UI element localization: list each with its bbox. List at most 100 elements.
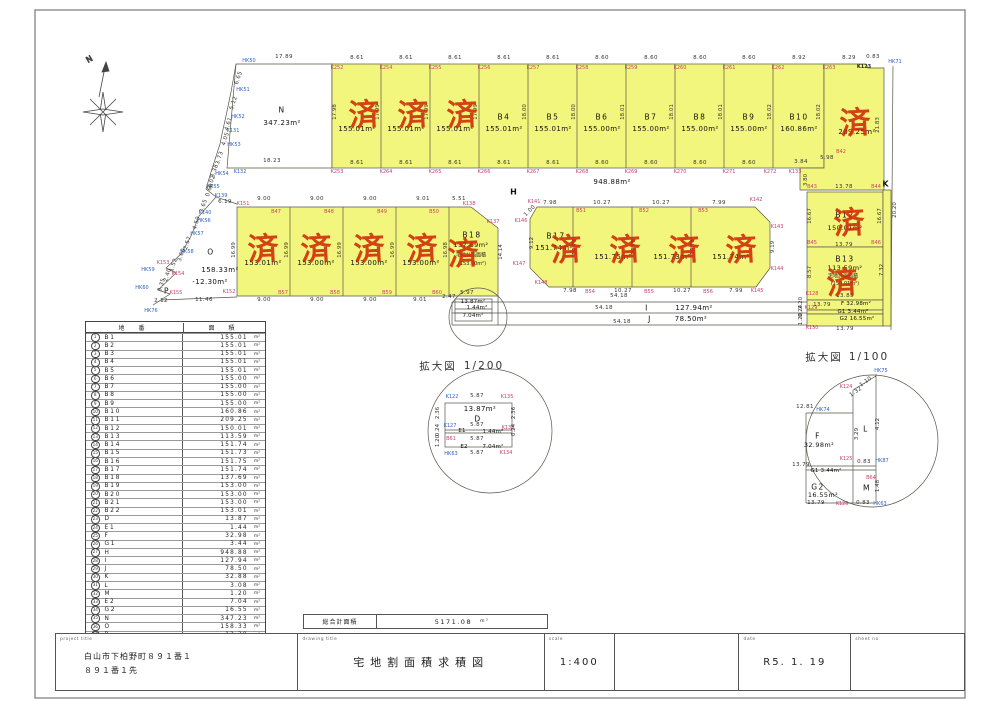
point-label-red: K154 [171,271,185,277]
dim-label: 9.00 [257,196,271,202]
table-row: 20 B20 153.00 m² [86,490,265,499]
table-row: 22 B22 153.01 m² [86,506,265,516]
lot-area: 151.73m² [653,253,691,261]
point-label-blue: HK57 [190,231,204,237]
point-label-red: K262 [771,65,785,71]
lot-number: B16 [104,458,122,465]
row-number-circle: 26 [91,540,100,549]
lot-name: B13 [835,254,855,264]
dim-label: 9.00 [363,297,377,303]
area-tiny: E1 [458,428,466,434]
dim-label-vertical: 16.99 [231,242,237,258]
note-text: (150.01m²) [830,281,860,287]
area-unit: m² [253,550,260,556]
point-label-blue: HK53 [227,142,241,148]
date-label: date [743,637,756,642]
dim-label-vertical: 16.99 [390,242,396,258]
total-area-label: 総合計面積 [304,615,377,628]
point-label-red: K133 [788,169,802,175]
dim-label: 7.99 [729,288,743,294]
row-number-circle: 5 [91,366,100,375]
area-unit: m² [253,450,260,456]
dim-label: 5.87 [470,436,484,442]
row-number-circle: 33 [91,597,100,607]
area-unit: m² [253,599,260,605]
area-unit: m² [253,351,260,357]
project-line1: 白山市下柏野町８９１番１ [84,652,192,661]
table-row: 27 H 948.88 m² [86,547,265,557]
dim-label: 18.23 [263,158,281,164]
point-label-red: K257 [526,65,540,71]
point-label-blue: HK63 [444,451,458,457]
table-row: 10 B10 160.86 m² [86,407,265,417]
row-number-circle: 35 [91,614,100,623]
dim-label: 9.01 [416,196,430,202]
row-number-circle: 6 [91,374,100,384]
table-row: 30 K 32.88 m² [86,572,265,582]
lots-b17-b14 [529,206,771,288]
dim-label: 9.00 [310,297,324,303]
area-unit: m² [253,376,260,382]
scale-label: scale [548,637,564,642]
dim-label: 12.81 [796,404,814,410]
lot-area: 151.75m² [594,253,632,261]
point-label-red: K153 [156,260,170,266]
table-row: 7 B7 155.00 m² [86,382,265,392]
point-label-red: K126 [835,501,849,507]
lot-area-small: 32.98m² [803,441,835,449]
dim-label: 5.87 [470,450,484,456]
lot-name: P [163,286,171,296]
dim-label: 10.27 [652,200,670,206]
row-number-circle: 3 [91,349,100,359]
lot-area: 13.87m² [463,405,497,413]
table-row: 17 B17 151.74 m² [86,465,265,475]
dim-label-vertical: 18.00 [571,104,577,120]
point-label-red: B58 [330,290,340,296]
lots-b1-b10 [331,63,825,169]
row-number-circle: 21 [91,498,100,508]
row-number-circle: 8 [91,391,100,400]
lot-area-value: 153.00 [220,499,248,506]
dim-label: 13.79 [835,242,853,248]
area-unit: m² [253,616,260,622]
stamp-seal: 済 [347,96,381,135]
dim-label-vertical: 16.67 [877,208,883,224]
dim-label-vertical: 18.01 [669,104,675,120]
row-number-circle: 10 [91,407,100,417]
dim-label-vertical: 18.02 [816,104,822,120]
row-number-circle: 13 [91,432,100,442]
lot-area: 153.00m² [350,259,388,267]
dim-label-vertical: 9.19 [770,240,776,254]
dim-label: 5.97 [460,290,474,296]
note-text: 宅地計画面積 [455,252,487,259]
project-title-label: project title [60,637,93,642]
dim-label-vertical: 8.57 [807,265,813,279]
row-number-circle: 29 [91,564,100,574]
point-label-red: B55 [644,289,654,295]
dim-label: 5.51 [452,196,466,202]
table-header-area: 面 積 [208,324,241,332]
point-label-red: B56 [703,289,713,295]
point-label-red: B45 [807,240,817,246]
lot-number: B5 [104,367,116,374]
lot-area-value: 160.86 [220,409,248,416]
point-label-red: K259 [624,65,638,71]
lot-number: B10 [104,409,122,416]
row-number-circle: 25 [91,531,100,541]
area-unit: m² [253,426,260,432]
table-row: 26 G1 3.44 m² [86,539,265,549]
point-label-red: K138 [462,201,476,207]
lot-number: J [104,566,109,573]
point-label-red: K263 [822,65,836,71]
point-label-red: K253 [330,169,344,175]
table-row: 24 E1 1.44 m² [86,523,265,532]
lot-name: B18 [462,230,482,240]
point-label-red: B47 [271,209,281,215]
lot-area: 347.23m² [263,119,301,127]
lot-name: B7 [644,112,658,122]
area-tiny: 13.87m² [460,299,486,305]
area-unit: m² [253,434,260,440]
lot-area: 151.74m² [712,253,750,261]
dim-label-vertical: 1.20 [435,434,441,448]
area-unit: m² [253,492,260,498]
